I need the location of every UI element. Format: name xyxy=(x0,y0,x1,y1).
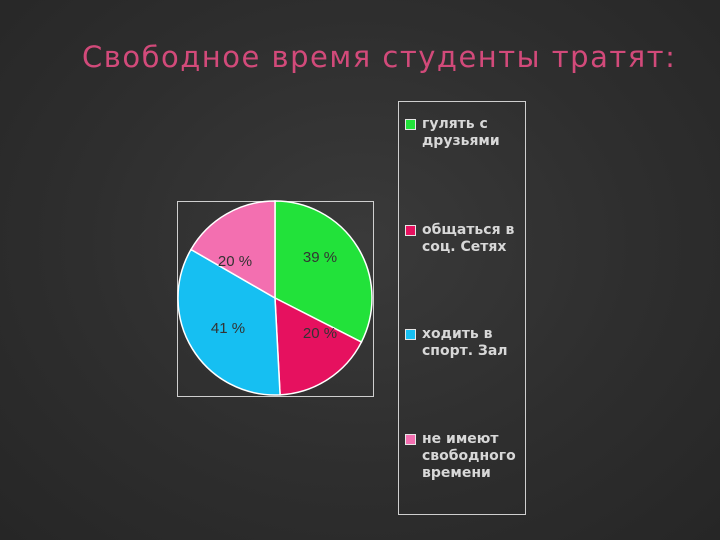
pie-slice-gym xyxy=(177,248,281,396)
pie-label-no-free-time: 20 % xyxy=(218,253,252,270)
legend-swatch-gym xyxy=(405,329,416,340)
pie-label-walk-with-friends: 39 % xyxy=(303,249,337,266)
slide-title: Свободное время студенты тратят: xyxy=(82,40,677,74)
chart-legend xyxy=(398,101,526,515)
legend-label-social-networks: общаться в соц. Сетях xyxy=(422,222,515,255)
legend-swatch-social-networks xyxy=(405,225,416,236)
pie-slice-social-networks xyxy=(274,296,363,396)
pie-slice-no-free-time xyxy=(189,200,276,300)
legend-label-gym: ходить в спорт. Зал xyxy=(422,326,508,359)
pie-slice-walk-with-friends xyxy=(274,200,373,344)
pie-label-social-networks: 20 % xyxy=(303,325,337,342)
legend-label-no-free-time: не имеют свободного времени xyxy=(422,431,516,481)
legend-swatch-walk-with-friends xyxy=(405,119,416,130)
pie-label-gym: 41 % xyxy=(211,320,245,337)
legend-label-walk-with-friends: гулять с друзьями xyxy=(422,116,500,149)
legend-swatch-no-free-time xyxy=(405,434,416,445)
